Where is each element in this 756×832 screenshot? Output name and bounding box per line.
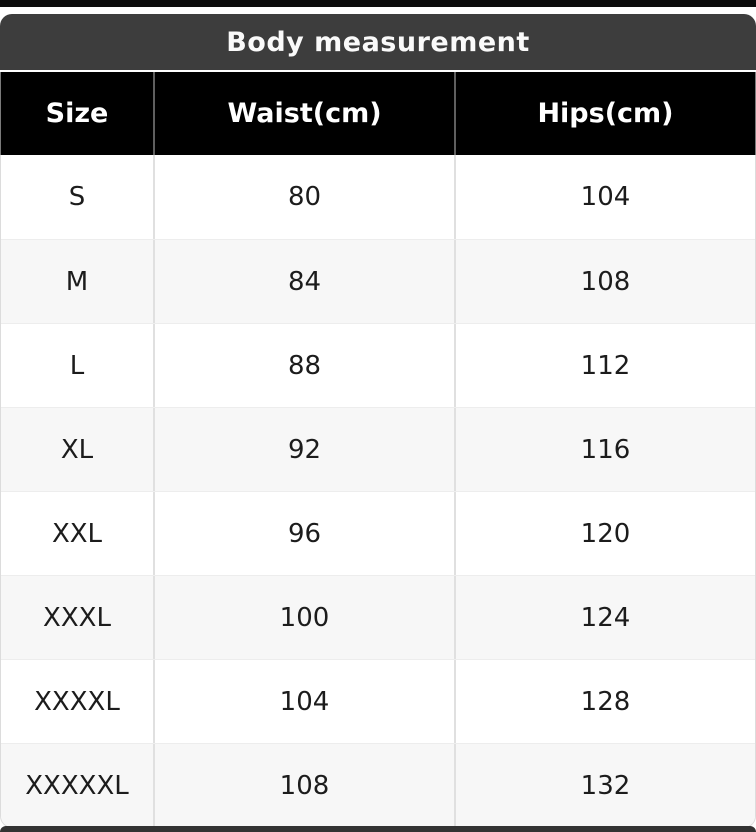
waist-cell: 80: [155, 155, 456, 239]
size-cell: S: [1, 155, 155, 239]
waist-cell: 100: [155, 576, 456, 659]
size-cell: M: [1, 240, 155, 323]
measurement-table: Size Waist(cm) Hips(cm) S 80 104 M 84 10…: [0, 72, 756, 828]
previous-section-bottom-edge: [0, 0, 756, 7]
next-section-header-top-edge: [0, 826, 756, 832]
waist-cell: 92: [155, 408, 456, 491]
hips-cell: 112: [580, 350, 631, 381]
hips-cell: 124: [580, 602, 631, 633]
column-header-hips: Hips(cm): [537, 98, 674, 129]
table-title-bar: Body measurement: [0, 14, 756, 70]
hips-cell: 128: [580, 686, 631, 717]
size-cell: L: [1, 324, 155, 407]
table-body: S 80 104 M 84 108 L 88 112 XL 92 116 XXL: [0, 155, 756, 828]
table-row: XXXXXL 108 132: [1, 743, 755, 827]
table-row: S 80 104: [1, 155, 755, 239]
size-cell: XXL: [1, 492, 155, 575]
size-cell: XXXXXL: [1, 744, 155, 827]
table-row: XXXL 100 124: [1, 575, 755, 659]
table-row: L 88 112: [1, 323, 755, 407]
hips-cell: 104: [580, 182, 631, 212]
table-title: Body measurement: [226, 26, 530, 58]
hips-cell: 116: [580, 434, 631, 465]
column-header-waist: Waist(cm): [155, 72, 456, 155]
waist-cell: 84: [155, 240, 456, 323]
hips-cell: 120: [580, 518, 631, 549]
size-cell: XXXL: [1, 576, 155, 659]
size-cell: XL: [1, 408, 155, 491]
table-row: XXL 96 120: [1, 491, 755, 575]
table-row: XL 92 116: [1, 407, 755, 491]
size-cell: XXXXL: [1, 660, 155, 743]
waist-cell: 108: [155, 744, 456, 827]
hips-cell: 108: [580, 266, 631, 297]
table-row: XXXXL 104 128: [1, 659, 755, 743]
waist-cell: 96: [155, 492, 456, 575]
column-header-size: Size: [1, 72, 155, 155]
waist-cell: 88: [155, 324, 456, 407]
waist-cell: 104: [155, 660, 456, 743]
table-header-row: Size Waist(cm) Hips(cm): [0, 72, 756, 155]
table-row: M 84 108: [1, 239, 755, 323]
hips-cell: 132: [580, 770, 631, 801]
